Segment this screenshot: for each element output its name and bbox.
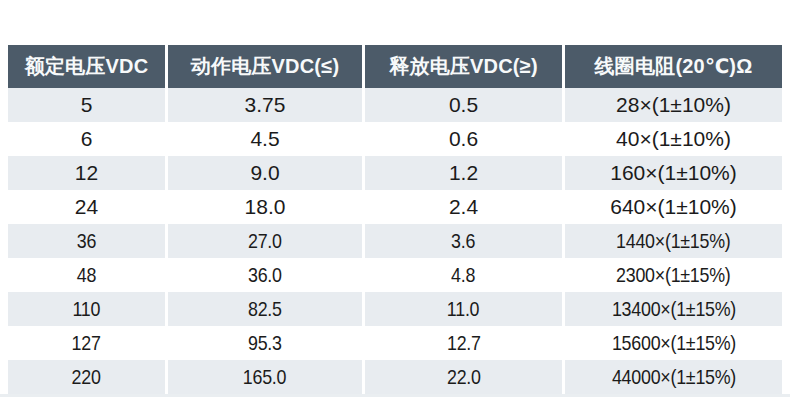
table-cell: 1440×(1±15%) [562,224,782,258]
cell-value: 24 [75,195,98,219]
page: 额定电压VDC 动作电压VDC(≤) 释放电压VDC(≥) 线圈电阻(20℃)Ω… [0,0,790,418]
table-row: 48 36.0 4.8 2300×(1±15%) [8,258,782,292]
header-label: 释放电压VDC(≥) [389,53,538,80]
cell-value: 12.7 [447,331,481,355]
cell-value: 18.0 [245,195,286,219]
table-cell: 2300×(1±15%) [562,258,782,292]
table-cell: 36 [8,224,165,258]
table-cell: 13400×(1±15%) [562,292,782,326]
table-cell: 44000×(1±15%) [562,360,782,394]
cell-value: 28×(1±10%) [616,93,731,117]
cell-value: 0.6 [449,127,478,151]
table-cell: 165.0 [165,360,362,394]
table-row: 36 27.0 3.6 1440×(1±15%) [8,224,782,258]
cell-value: 1.2 [449,161,478,185]
table-cell: 5 [8,88,165,122]
table-cell: 12 [8,156,165,190]
cell-value: 3.6 [451,229,475,253]
table-cell: 95.3 [165,326,362,360]
column-header-release-voltage: 释放电压VDC(≥) [362,45,562,88]
table-cell: 110 [8,292,165,326]
table-row: 24 18.0 2.4 640×(1±10%) [8,190,782,224]
cell-value: 48 [77,263,96,287]
table-cell: 160×(1±10%) [562,156,782,190]
table-cell: 1.2 [362,156,562,190]
cell-value: 36 [77,229,96,253]
table-cell: 36.0 [165,258,362,292]
cell-value: 6 [81,127,93,151]
cell-value: 40×(1±10%) [616,127,731,151]
table-cell: 6 [8,122,165,156]
cell-value: 2300×(1±15%) [616,263,730,287]
cell-value: 44000×(1±15%) [611,365,735,389]
table-row: 12 9.0 1.2 160×(1±10%) [8,156,782,190]
cell-value: 3.75 [245,93,286,117]
table-cell: 28×(1±10%) [562,88,782,122]
table-row: 220 165.0 22.0 44000×(1±15%) [8,360,782,394]
cell-value: 640×(1±10%) [610,195,737,219]
column-header-rated-voltage: 额定电压VDC [8,45,165,88]
cell-value: 13400×(1±15%) [611,297,735,321]
table-cell: 27.0 [165,224,362,258]
cell-value: 95.3 [248,331,282,355]
cell-value: 27.0 [248,229,282,253]
column-header-operate-voltage: 动作电压VDC(≤) [165,45,362,88]
table-cell: 3.75 [165,88,362,122]
cell-value: 160×(1±10%) [610,161,737,185]
table-cell: 22.0 [362,360,562,394]
table-cell: 9.0 [165,156,362,190]
header-label: 额定电压VDC [25,53,149,80]
table-cell: 0.6 [362,122,562,156]
table-row: 110 82.5 11.0 13400×(1±15%) [8,292,782,326]
table-bottom-rule [0,394,790,397]
cell-value: 1440×(1±15%) [616,229,730,253]
cell-value: 9.0 [250,161,279,185]
table-row: 5 3.75 0.5 28×(1±10%) [8,88,782,122]
cell-value: 4.5 [250,127,279,151]
coil-spec-table: 额定电压VDC 动作电压VDC(≤) 释放电压VDC(≥) 线圈电阻(20℃)Ω… [8,45,782,394]
table-cell: 0.5 [362,88,562,122]
cell-value: 165.0 [243,365,286,389]
table-cell: 220 [8,360,165,394]
table-row: 127 95.3 12.7 15600×(1±15%) [8,326,782,360]
header-label: 线圈电阻(20℃)Ω [595,53,753,80]
table-cell: 127 [8,326,165,360]
cell-value: 11.0 [447,297,479,321]
table-cell: 18.0 [165,190,362,224]
cell-value: 4.8 [451,263,475,287]
table-cell: 15600×(1±15%) [562,326,782,360]
table-cell: 82.5 [165,292,362,326]
cell-value: 36.0 [248,263,282,287]
table-cell: 4.5 [165,122,362,156]
cell-value: 110 [73,297,101,321]
cell-value: 127 [72,331,101,355]
cell-value: 15600×(1±15%) [611,331,735,355]
cell-value: 82.5 [248,297,282,321]
table-header-row: 额定电压VDC 动作电压VDC(≤) 释放电压VDC(≥) 线圈电阻(20℃)Ω [8,45,782,88]
table-cell: 48 [8,258,165,292]
table-row: 6 4.5 0.6 40×(1±10%) [8,122,782,156]
table-cell: 12.7 [362,326,562,360]
cell-value: 220 [72,365,101,389]
table-cell: 640×(1±10%) [562,190,782,224]
table-cell: 3.6 [362,224,562,258]
table-cell: 2.4 [362,190,562,224]
table-cell: 24 [8,190,165,224]
cell-value: 12 [75,161,98,185]
column-header-coil-resistance: 线圈电阻(20℃)Ω [562,45,782,88]
header-label: 动作电压VDC(≤) [191,53,340,80]
table-cell: 11.0 [362,292,562,326]
cell-value: 0.5 [449,93,478,117]
cell-value: 2.4 [449,195,478,219]
table-cell: 40×(1±10%) [562,122,782,156]
cell-value: 22.0 [447,365,481,389]
table-cell: 4.8 [362,258,562,292]
cell-value: 5 [81,93,93,117]
